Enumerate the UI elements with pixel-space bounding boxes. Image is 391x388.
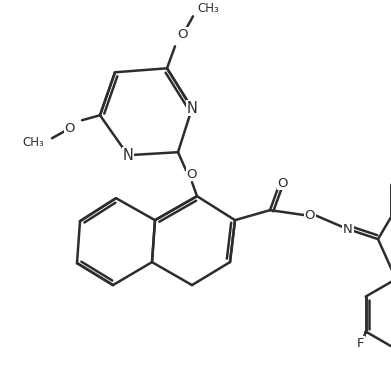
Text: O: O <box>178 28 188 41</box>
Text: N: N <box>187 101 197 116</box>
Text: N: N <box>343 223 353 236</box>
Text: O: O <box>305 209 315 222</box>
Text: O: O <box>187 168 197 181</box>
Text: CH₃: CH₃ <box>22 136 44 149</box>
Text: N: N <box>122 148 133 163</box>
Text: CH₃: CH₃ <box>197 2 219 15</box>
Text: O: O <box>278 177 288 190</box>
Text: F: F <box>357 337 364 350</box>
Text: O: O <box>65 122 75 135</box>
